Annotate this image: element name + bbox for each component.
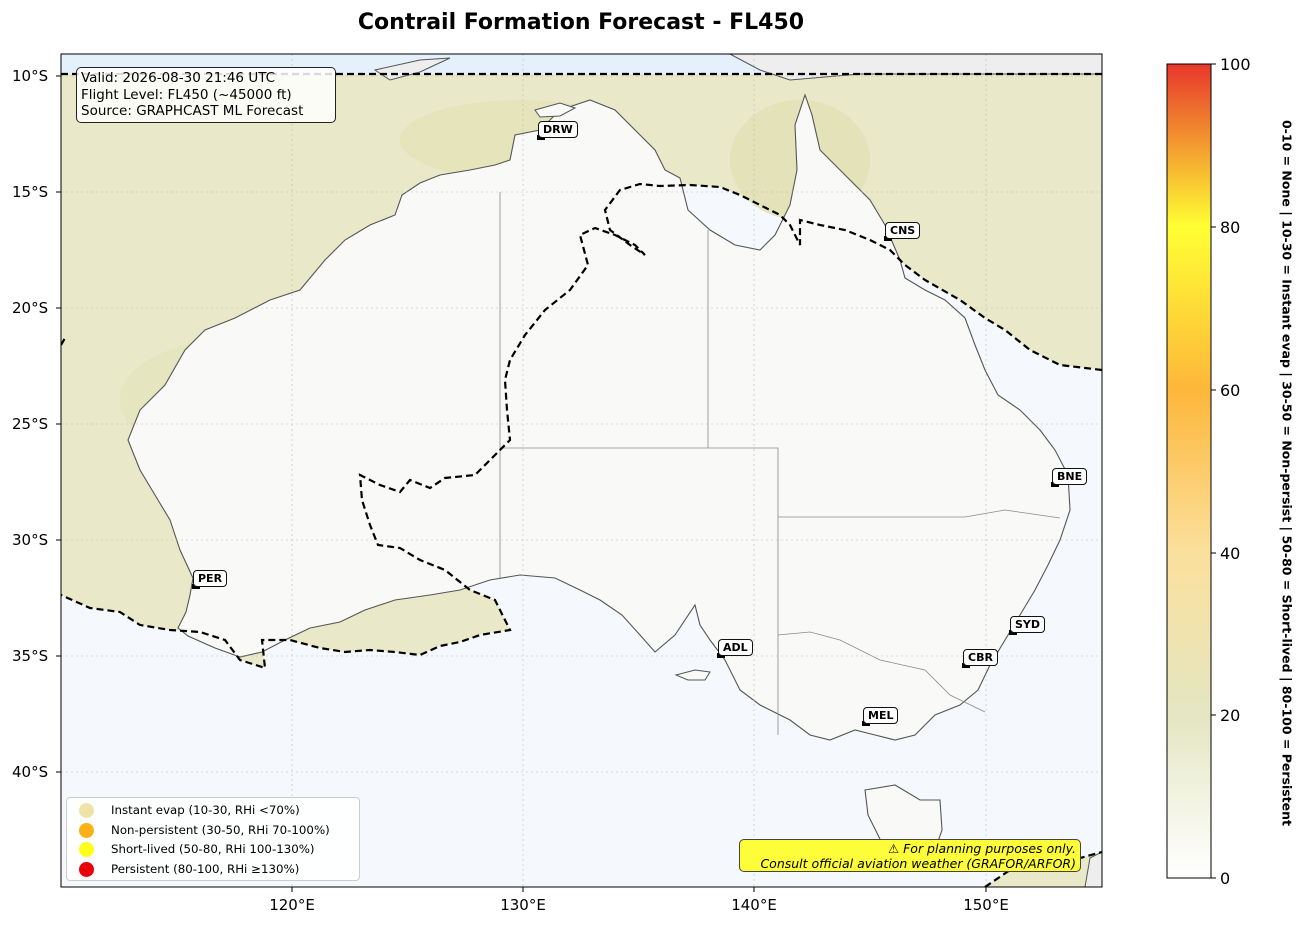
legend-item: Persistent (80-100, RHi ≥130%) (79, 860, 299, 878)
city-label-bne: BNE (1052, 468, 1088, 485)
legend-label: Non-persistent (30-50, RHi 70-100%) (111, 823, 330, 837)
lat-label: 15°S (12, 183, 49, 201)
colorbar (1166, 63, 1212, 879)
city-label-cns: CNS (885, 222, 921, 239)
lat-label: 35°S (12, 647, 49, 665)
lat-label: 10°S (12, 67, 49, 85)
lat-label: 20°S (12, 299, 49, 317)
colorbar-tick-label: 100 (1220, 55, 1251, 74)
legend-item: Instant evap (10-30, RHi <70%) (79, 801, 300, 819)
city-label-drw: DRW (538, 121, 578, 138)
city-label-mel: MEL (863, 707, 899, 724)
legend-label: Instant evap (10-30, RHi <70%) (111, 803, 300, 817)
colorbar-tick-label: 0 (1220, 869, 1231, 888)
legend-swatch (79, 861, 94, 877)
valid-time: Valid: 2026-08-30 21:46 UTC (81, 70, 276, 86)
island-kangaroo (674, 669, 711, 681)
lat-label: 30°S (12, 531, 49, 549)
legend-swatch (79, 802, 94, 818)
map-title: Contrail Formation Forecast - FL450 (357, 10, 805, 35)
lon-label: 140°E (731, 896, 777, 914)
legend-label: Short-lived (50-80, RHi 100-130%) (111, 842, 315, 856)
lon-label: 150°E (963, 896, 1009, 914)
forecast-info-box: Valid: 2026-08-30 21:46 UTC Flight Level… (76, 67, 336, 123)
warning-line-2: Consult official aviation weather (GRAFO… (760, 856, 1076, 871)
city-label-cbr: CBR (963, 649, 998, 666)
city-label-syd: SYD (1010, 616, 1046, 633)
colorbar-tick-label: 60 (1220, 381, 1241, 400)
colorbar-tick-label: 20 (1220, 706, 1241, 725)
city-label-adl: ADL (718, 639, 753, 656)
legend: Instant evap (10-30, RHi <70%) Non-persi… (66, 797, 360, 881)
legend-item: Non-persistent (30-50, RHi 70-100%) (79, 821, 330, 839)
legend-item: Short-lived (50-80, RHi 100-130%) (79, 840, 315, 858)
lon-label: 120°E (269, 896, 315, 914)
map-frame (60, 53, 1103, 888)
lat-label: 40°S (12, 763, 49, 781)
legend-swatch (79, 841, 94, 857)
colorbar-ticks (1211, 63, 1216, 879)
forecast-source: Source: GRAPHCAST ML Forecast (81, 103, 304, 119)
colorbar-tick-label: 80 (1220, 218, 1241, 237)
city-label-per: PER (193, 570, 228, 587)
lon-label: 130°E (500, 896, 546, 914)
state-borders (499, 192, 1061, 735)
planning-warning: ⚠ For planning purposes only. Consult of… (739, 839, 1081, 872)
warning-line-1: ⚠ For planning purposes only. (888, 841, 1076, 856)
flight-level: Flight Level: FL450 (~45000 ft) (81, 86, 292, 103)
axis-ticks (56, 75, 987, 892)
colorbar-tick-label: 40 (1220, 544, 1241, 563)
island-melville (534, 102, 577, 118)
nz-coast (1084, 851, 1102, 887)
gridlines (61, 54, 1102, 887)
legend-swatch (79, 822, 94, 838)
legend-label: Persistent (80-100, RHi ≥130%) (111, 862, 300, 876)
colorbar-label: 0-10 = None | 10-30 = Instant evap | 30-… (1279, 119, 1295, 827)
lat-label: 25°S (12, 415, 49, 433)
